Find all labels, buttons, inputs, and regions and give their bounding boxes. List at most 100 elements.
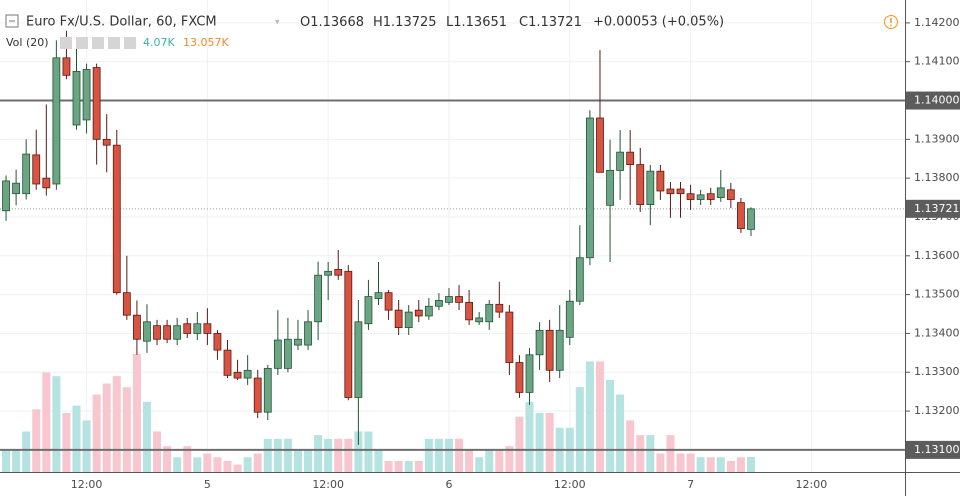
candle-body bbox=[183, 323, 192, 334]
remove-button[interactable] bbox=[124, 37, 136, 49]
volume-bar bbox=[62, 413, 71, 472]
candle-body bbox=[324, 270, 333, 276]
volume-bar bbox=[545, 413, 554, 472]
candle-body bbox=[646, 170, 655, 205]
candle-body bbox=[626, 151, 635, 165]
volume-bar bbox=[525, 401, 534, 472]
volume-bar bbox=[475, 457, 484, 472]
add-button[interactable] bbox=[108, 37, 120, 49]
last-price-box bbox=[906, 199, 960, 218]
settings-button[interactable] bbox=[92, 37, 104, 49]
candle-body bbox=[555, 329, 564, 371]
volume-bar bbox=[676, 453, 685, 472]
candle-body bbox=[424, 305, 433, 317]
candles bbox=[2, 30, 755, 445]
candle-body bbox=[686, 193, 695, 200]
volume-bar bbox=[52, 376, 61, 472]
volume-bar bbox=[716, 457, 725, 472]
volume-bar bbox=[22, 431, 31, 472]
y-tick-label: 1.13600 bbox=[914, 249, 960, 262]
price-axis-bg bbox=[905, 0, 960, 496]
format-button[interactable] bbox=[76, 37, 88, 49]
volume-bar bbox=[404, 460, 413, 472]
collapse-button[interactable] bbox=[5, 14, 19, 28]
volume-bar bbox=[243, 457, 252, 472]
candle-body bbox=[213, 333, 222, 351]
volume-bar bbox=[32, 409, 41, 472]
y-tick-label: 1.13100 bbox=[914, 443, 960, 456]
volume-bar bbox=[102, 383, 111, 472]
volume-bar bbox=[585, 361, 594, 472]
candle-body bbox=[656, 170, 665, 192]
volume-bar bbox=[384, 460, 393, 472]
candle-body bbox=[52, 57, 61, 185]
candle-body bbox=[82, 69, 91, 121]
volume-bar bbox=[686, 453, 695, 472]
candle-body bbox=[676, 188, 685, 195]
candle-body bbox=[596, 117, 604, 173]
candle-body bbox=[445, 296, 453, 303]
candle-body bbox=[465, 301, 474, 321]
volume-bar bbox=[142, 401, 151, 472]
candle-body bbox=[455, 296, 463, 303]
volume-bar bbox=[394, 460, 403, 472]
change: +0.00053 (+0.05%) bbox=[593, 15, 724, 30]
candle-body bbox=[72, 71, 81, 126]
volume-bar bbox=[122, 387, 131, 472]
last-price-label: 1.13721 bbox=[914, 202, 960, 215]
volume-bar bbox=[636, 435, 645, 472]
ohlc-low: L1.13651 bbox=[446, 15, 507, 30]
candle-body bbox=[273, 339, 282, 369]
volume-bar bbox=[606, 379, 615, 472]
candle-body bbox=[102, 138, 111, 146]
volume-bar bbox=[374, 449, 383, 472]
candle-body bbox=[475, 317, 484, 323]
volume-ma: 13.057K bbox=[183, 36, 229, 49]
volume-bar bbox=[314, 435, 323, 472]
y-tick-label: 1.14200 bbox=[914, 16, 960, 29]
candle-body bbox=[223, 349, 232, 376]
volume-bar bbox=[173, 457, 182, 472]
volume-bar bbox=[72, 405, 81, 472]
volume-bar bbox=[334, 438, 343, 472]
volume-bar bbox=[746, 456, 755, 472]
volume-bar bbox=[132, 354, 141, 472]
title-menu[interactable]: ▾ bbox=[275, 18, 280, 28]
candle-body bbox=[153, 325, 161, 340]
symbol-title: Euro Fx/U.S. Dollar, 60, FXCM bbox=[26, 15, 217, 30]
candle-body bbox=[143, 321, 151, 342]
candle-body bbox=[334, 268, 343, 276]
candle-body bbox=[706, 193, 715, 200]
candle-body bbox=[575, 257, 584, 302]
candle-body bbox=[545, 329, 554, 371]
y-tick-label: 1.13300 bbox=[914, 365, 960, 378]
candle-body bbox=[737, 202, 745, 230]
volume-bar bbox=[616, 394, 625, 472]
candle-body bbox=[12, 182, 21, 195]
volume-bar bbox=[434, 438, 443, 472]
candle-body bbox=[32, 154, 41, 185]
candle-body bbox=[435, 300, 443, 307]
volume-bar bbox=[666, 435, 675, 472]
candle-body bbox=[263, 367, 272, 413]
volume-bar bbox=[92, 394, 101, 472]
candle-body bbox=[616, 151, 625, 171]
levels bbox=[0, 99, 905, 451]
candle-body bbox=[173, 325, 182, 340]
candle-body bbox=[344, 270, 353, 398]
volume-bar bbox=[283, 438, 292, 472]
volume-bar bbox=[42, 372, 51, 472]
eye-button[interactable] bbox=[60, 37, 72, 49]
candle-body bbox=[747, 208, 755, 230]
volume-bar bbox=[263, 438, 272, 472]
volume-bar bbox=[424, 438, 433, 472]
warning-icon[interactable] bbox=[884, 15, 898, 29]
volume-bar bbox=[153, 431, 162, 472]
axes: 12:00 5 12:00 6 12:00 7 12:00 1.14200 1.14100 1.1… bbox=[71, 16, 960, 491]
volume-bar bbox=[344, 438, 353, 472]
volume-bar bbox=[575, 387, 584, 472]
candle-body bbox=[565, 300, 574, 338]
candle-body bbox=[505, 311, 514, 363]
volume-bar bbox=[364, 431, 373, 472]
